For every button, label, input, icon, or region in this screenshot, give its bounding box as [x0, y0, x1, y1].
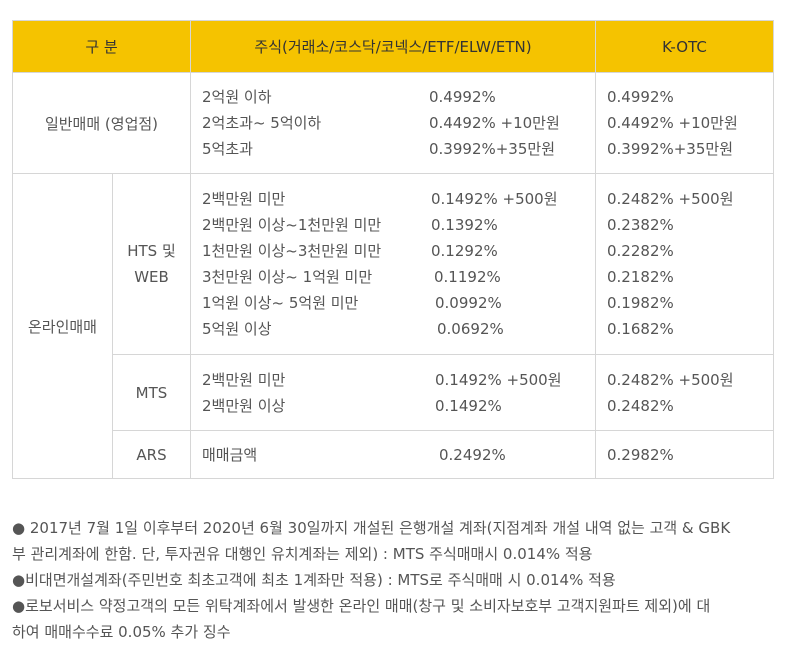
hts-rate-line: 2백만원 이상~1천만원 미만 0.1392%: [191, 212, 595, 238]
general-rate-line: 5억초과 0.3992%+35만원: [191, 136, 595, 162]
range-text: 2백만원 이상~1천만원 미만: [202, 216, 382, 234]
range-text: 2백만원 미만: [202, 370, 286, 389]
range-text: 1억원 이상~ 5억원 미만: [202, 294, 359, 312]
range-text: 3천만원 이상~ 1억원 미만: [202, 268, 373, 286]
general-otc-cell: 0.4992% 0.4492% +10만원 0.3992%+35만원: [595, 72, 774, 174]
note-text-cont: 하여 매매수수료 0.05% 추가 징수: [12, 623, 231, 641]
range-text: 1천만원 이상~3천만원 미만: [202, 242, 382, 260]
header-category: 구 분: [12, 20, 191, 73]
mts-rate-line: 2백만원 미만 0.1492% +500원: [191, 367, 595, 393]
ars-row: ARS 매매금액 0.2492% 0.2982%: [13, 430, 774, 479]
ars-rate-line: 매매금액 0.2492%: [191, 442, 595, 468]
rate-text: 0.1392%: [431, 216, 498, 234]
hts-rate-line: 5억원 이상 0.0692%: [191, 316, 595, 342]
rate-text: 0.1492% +500원: [431, 190, 558, 208]
range-text: 2백만원 이상: [202, 396, 286, 415]
mts-label: MTS: [112, 354, 191, 431]
rate-text: 0.1492%: [435, 396, 502, 415]
ars-otc-cell: 0.2982%: [595, 430, 774, 479]
general-label: 일반매매 (영업점): [12, 72, 191, 174]
header-stock: 주식(거래소/코스닥/코넥스/ETF/ELW/ETN): [190, 20, 596, 73]
note-item: ●비대면개설계좌(주민번호 최초고객에 최초 1계좌만 적용) : MTS로 주…: [12, 567, 782, 593]
range-text: 2억초과~ 5억이하: [202, 114, 322, 132]
hts-label: HTS 및 WEB: [112, 173, 191, 355]
otc-rate-text: 0.2982%: [607, 445, 674, 464]
rate-text: 0.2492%: [439, 445, 506, 464]
note-text: 로보서비스 약정고객의 모든 위탁계좌에서 발생한 온라인 매매(창구 및 소비…: [25, 597, 711, 615]
online-label: 온라인매매: [12, 173, 113, 479]
hts-stock-cell: 2백만원 미만 0.1492% +500원 2백만원 이상~1천만원 미만 0.13…: [190, 173, 596, 355]
rate-text: 0.1492% +500원: [435, 370, 562, 389]
otc-rate-text: 0.1682%: [607, 320, 674, 338]
notes-section: ● 2017년 7월 1일 이후부터 2020년 6월 30일까지 개설된 은행…: [12, 515, 782, 645]
hts-label-line1: HTS 및: [127, 242, 176, 260]
range-text: 매매금액: [202, 445, 258, 464]
general-row: 일반매매 (영업점) 2억원 이하 0.4992% 2억초과~ 5억이하 0.449…: [12, 72, 774, 174]
hts-label-line2: WEB: [134, 268, 169, 286]
hts-rate-line: 1천만원 이상~3천만원 미만 0.1292%: [191, 238, 595, 264]
hts-rate-line: 3천만원 이상~ 1억원 미만 0.1192%: [191, 264, 595, 290]
note-item: ● 2017년 7월 1일 이후부터 2020년 6월 30일까지 개설된 은행…: [12, 515, 782, 567]
fee-table: 구 분 주식(거래소/코스닥/코넥스/ETF/ELW/ETN) K-OTC 일반…: [12, 20, 774, 479]
note-text: 비대면개설계좌(주민번호 최초고객에 최초 1계좌만 적용) : MTS로 주식…: [25, 571, 616, 589]
mts-otc-cell: 0.2482% +500원 0.2482%: [595, 354, 774, 431]
general-stock-cell: 2억원 이하 0.4992% 2억초과~ 5억이하 0.4492% +10만원 5억…: [190, 72, 596, 174]
table-header-row: 구 분 주식(거래소/코스닥/코넥스/ETF/ELW/ETN) K-OTC: [12, 20, 774, 73]
otc-rate-text: 0.2482%: [607, 396, 674, 415]
rate-text: 0.1192%: [434, 268, 501, 286]
otc-rate-text: 0.4992%: [607, 88, 674, 106]
general-rate-line: 2억원 이하 0.4992%: [191, 84, 595, 110]
note-item: ●로보서비스 약정고객의 모든 위탁계좌에서 발생한 온라인 매매(창구 및 소…: [12, 593, 782, 645]
otc-rate-text: 0.2482% +500원: [607, 190, 734, 208]
rate-text: 0.1292%: [431, 242, 498, 260]
header-kotc: K-OTC: [595, 20, 774, 73]
rate-text: 0.3992%+35만원: [429, 140, 555, 158]
rate-text: 0.4992%: [429, 88, 496, 106]
range-text: 5억원 이상: [202, 320, 272, 338]
otc-rate-text: 0.2182%: [607, 268, 674, 286]
mts-stock-cell: 2백만원 미만 0.1492% +500원 2백만원 이상 0.1492%: [190, 354, 596, 431]
note-text-cont: 부 관리계좌에 한함. 단, 투자권유 대행인 유치계좌는 제외) : MTS …: [12, 545, 593, 563]
range-text: 2백만원 미만: [202, 190, 286, 208]
general-rate-line: 2억초과~ 5억이하 0.4492% +10만원: [191, 110, 595, 136]
rate-text: 0.0692%: [437, 320, 504, 338]
hts-rate-line: 2백만원 미만 0.1492% +500원: [191, 186, 595, 212]
hts-rate-line: 1억원 이상~ 5억원 미만 0.0992%: [191, 290, 595, 316]
hts-row: 온라인매매 HTS 및 WEB 2백만원 미만 0.1492% +500원 2백만…: [12, 173, 774, 479]
otc-rate-text: 0.3992%+35만원: [607, 140, 733, 158]
bullet-icon: ●: [12, 519, 26, 537]
otc-rate-text: 0.4492% +10만원: [607, 114, 738, 132]
ars-label: ARS: [112, 430, 191, 479]
mts-row: MTS 2백만원 미만 0.1492% +500원 2백만원 이상 0.1492% …: [13, 354, 774, 431]
rate-text: 0.0992%: [435, 294, 502, 312]
otc-rate-text: 0.2482% +500원: [607, 370, 734, 389]
mts-rate-line: 2백만원 이상 0.1492%: [191, 393, 595, 419]
range-text: 5억초과: [202, 140, 253, 158]
note-text: 2017년 7월 1일 이후부터 2020년 6월 30일까지 개설된 은행개설…: [25, 519, 731, 537]
hts-otc-cell: 0.2482% +500원 0.2382% 0.2282% 0.2182% 0.…: [595, 173, 774, 355]
otc-rate-text: 0.2382%: [607, 216, 674, 234]
ars-stock-cell: 매매금액 0.2492%: [190, 430, 596, 479]
range-text: 2억원 이하: [202, 88, 272, 106]
bullet-icon: ●: [12, 597, 26, 615]
rate-text: 0.4492% +10만원: [429, 114, 560, 132]
otc-rate-text: 0.1982%: [607, 294, 674, 312]
otc-rate-text: 0.2282%: [607, 242, 674, 260]
bullet-icon: ●: [12, 571, 26, 589]
